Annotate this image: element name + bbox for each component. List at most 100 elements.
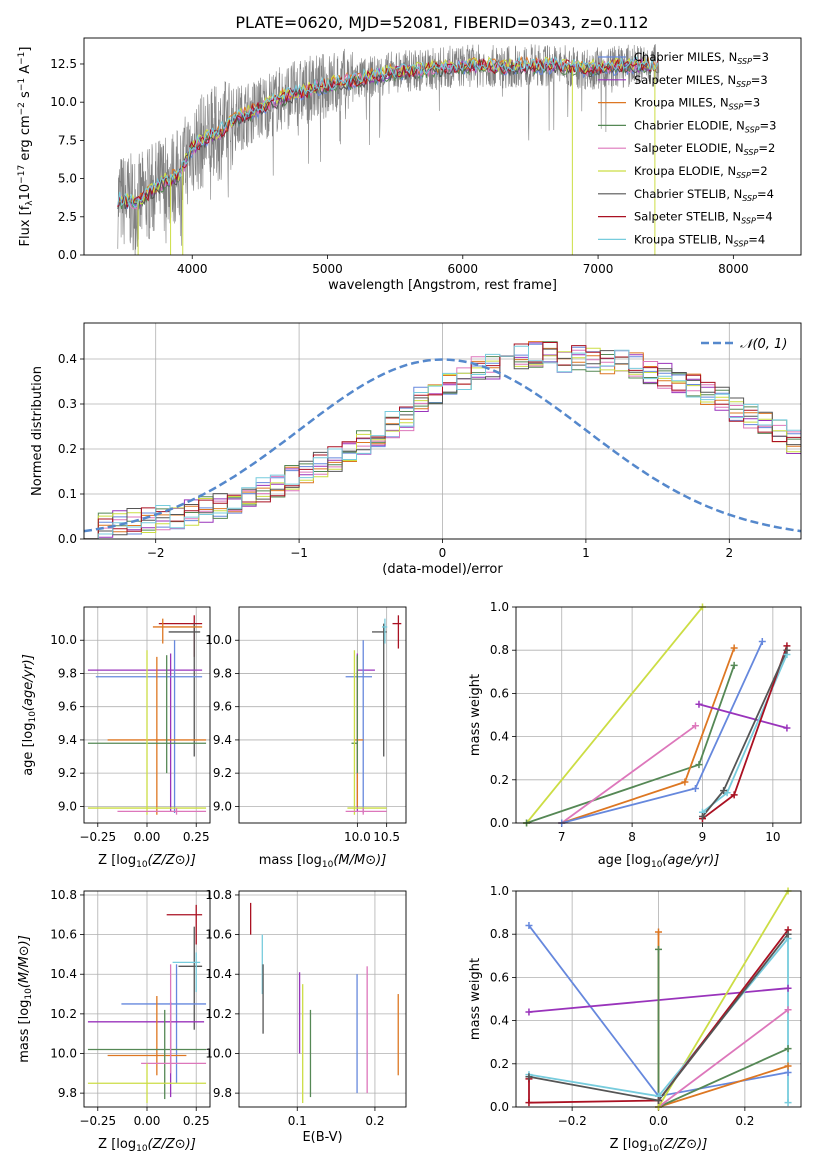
mass-weight-line-salpeter-stelib bbox=[528, 929, 789, 1104]
y-tick-label: 0.1 bbox=[58, 487, 77, 501]
y-tick-label: 0.4 bbox=[490, 730, 509, 744]
x-tick-label: −0.25 bbox=[79, 830, 116, 844]
x-axis-label: wavelength [Angstrom, rest frame] bbox=[328, 278, 557, 293]
x-tick-label: 0.0 bbox=[649, 1114, 668, 1128]
y-tick-label: 10.0 bbox=[50, 633, 77, 647]
marker-plus bbox=[723, 789, 731, 797]
marker-plus bbox=[525, 1073, 533, 1081]
panel-massweight-vs-age: 7 8 9 10 0.0 0.2 0.4 0.6 0.8 1.0 mass weight age [l… bbox=[468, 600, 802, 870]
axes-frame bbox=[83, 37, 802, 256]
x-tick-label: 10.0 bbox=[344, 830, 371, 844]
marker-plus bbox=[730, 644, 738, 652]
y-tick-label: 5.0 bbox=[58, 172, 77, 186]
marker-plus bbox=[784, 1062, 792, 1070]
legend-label: Salpeter MILES, NSSP=3 bbox=[634, 73, 768, 89]
mass-weight-line-chabrier-elodie bbox=[657, 949, 789, 1107]
legend-label: Salpeter STELIB, NSSP=4 bbox=[634, 210, 773, 226]
axes-frame bbox=[238, 890, 407, 1108]
y-tick-label: 10.8 bbox=[50, 888, 77, 902]
x-axis-label: Z [log10(Z/Z⊙)] bbox=[610, 1137, 708, 1154]
marker-plus bbox=[525, 922, 533, 930]
y-tick-label: 10.8 bbox=[205, 888, 232, 902]
x-tick-label: 0 bbox=[439, 546, 447, 560]
marker-plus bbox=[691, 722, 699, 730]
y-tick-label: 12.5 bbox=[50, 57, 77, 71]
y-tick-label: 0.4 bbox=[58, 352, 77, 366]
axes-frame bbox=[238, 606, 407, 824]
y-tick-label: 0.8 bbox=[490, 643, 509, 657]
x-tick-label: 0.1 bbox=[288, 1114, 307, 1128]
x-axis-label: E(B-V) bbox=[302, 1130, 342, 1145]
mass-weight-line-salpeter-stelib bbox=[701, 645, 788, 820]
legend-label: Kroupa STELIB, NSSP=4 bbox=[634, 232, 765, 248]
y-tick-label: 1.0 bbox=[490, 600, 509, 614]
x-tick-label: 8 bbox=[628, 830, 636, 844]
x-tick-label: 0.25 bbox=[183, 1114, 210, 1128]
data-spectrum bbox=[117, 44, 660, 255]
marker-plus bbox=[695, 700, 703, 708]
axes-frame bbox=[83, 890, 211, 1108]
marker-plus bbox=[691, 784, 699, 792]
x-tick-label: 0.2 bbox=[365, 1114, 384, 1128]
y-tick-label: 7.5 bbox=[58, 133, 77, 147]
marker-plus bbox=[698, 813, 706, 821]
y-tick-label: 9.2 bbox=[58, 766, 77, 780]
x-tick-label: 4000 bbox=[177, 262, 208, 276]
y-tick-label: 9.0 bbox=[58, 799, 77, 813]
y-tick-label: 10.4 bbox=[205, 967, 232, 981]
plot-area-mass-vs-z bbox=[87, 904, 207, 1104]
y-tick-label: 9.8 bbox=[58, 666, 77, 680]
y-tick-label: 0.2 bbox=[58, 442, 77, 456]
marker-plus bbox=[784, 930, 792, 938]
marker-plus bbox=[784, 1045, 792, 1053]
residual-legend: 𝒩(0, 1) bbox=[701, 337, 787, 352]
x-tick-label: −0.25 bbox=[79, 1114, 116, 1128]
y-tick-label: 9.4 bbox=[213, 733, 232, 747]
y-tick-label: 0.2 bbox=[490, 1057, 509, 1071]
y-tick-label: 10.0 bbox=[205, 1046, 232, 1060]
y-axis-label: Flux [fλ10−17 erg cm−2 s−1 A−1] bbox=[17, 47, 35, 247]
y-axis-label: age [log10(age/yr)] bbox=[21, 654, 38, 776]
x-tick-label: −2 bbox=[147, 546, 165, 560]
y-tick-label: 9.8 bbox=[213, 666, 232, 680]
panel-age-vs-z: −0.25 0.00 0.25 9.0 9.2 9.4 9.6 9.8 10.0 Z [log10… bbox=[21, 606, 211, 870]
x-tick-label: 0.00 bbox=[134, 830, 161, 844]
legend-label: Chabrier STELIB, NSSP=4 bbox=[634, 187, 774, 203]
spectrum-legend: Chabrier MILES, NSSP=3 Salpeter MILES, NS… bbox=[598, 50, 776, 248]
x-axis-label: Z [log10(Z/Z⊙)] bbox=[98, 1137, 196, 1154]
axes-frame bbox=[83, 606, 211, 824]
y-tick-label: 2.5 bbox=[58, 210, 77, 224]
residual-histogram-kroupa-miles bbox=[84, 341, 801, 539]
legend-label: Salpeter ELODIE, NSSP=2 bbox=[634, 141, 775, 157]
y-axis-label: mass [log10(M/M⊙)] bbox=[17, 935, 34, 1063]
y-tick-label: 0.4 bbox=[490, 1014, 509, 1028]
x-tick-label: 6000 bbox=[448, 262, 479, 276]
legend-label: Chabrier MILES, NSSP=3 bbox=[634, 50, 769, 66]
marker-plus bbox=[784, 1006, 792, 1014]
x-tick-label: 9 bbox=[699, 830, 707, 844]
y-tick-label: 0.0 bbox=[490, 816, 509, 830]
axes-frame bbox=[83, 322, 802, 540]
y-tick-label: 0.6 bbox=[490, 970, 509, 984]
x-tick-label: 2 bbox=[725, 546, 733, 560]
x-axis-label: mass [log10(M/M⊙)] bbox=[259, 853, 387, 870]
x-tick-label: 0.25 bbox=[183, 830, 210, 844]
plot-area-age-vs-z bbox=[87, 615, 207, 815]
x-tick-label: 10.5 bbox=[373, 830, 400, 844]
legend-label: Kroupa MILES, NSSP=3 bbox=[634, 96, 760, 112]
legend-label: Kroupa ELODIE, NSSP=2 bbox=[634, 164, 768, 180]
marker-plus bbox=[525, 1008, 533, 1016]
x-tick-label: 7000 bbox=[583, 262, 614, 276]
marker-plus bbox=[758, 638, 766, 646]
marker-plus bbox=[784, 1068, 792, 1076]
y-tick-label: 0.6 bbox=[490, 686, 509, 700]
legend-label: Chabrier ELODIE, NSSP=3 bbox=[634, 118, 776, 134]
mass-weight-line-chabrier-stelib bbox=[701, 649, 788, 818]
x-tick-label: −1 bbox=[290, 546, 308, 560]
y-axis-label: mass weight bbox=[468, 958, 483, 1040]
y-tick-label: 9.6 bbox=[213, 700, 232, 714]
normal-distribution-curve bbox=[84, 358, 801, 533]
y-tick-label: 1.0 bbox=[490, 884, 509, 898]
residual-histogram-kroupa-stelib bbox=[84, 345, 801, 539]
